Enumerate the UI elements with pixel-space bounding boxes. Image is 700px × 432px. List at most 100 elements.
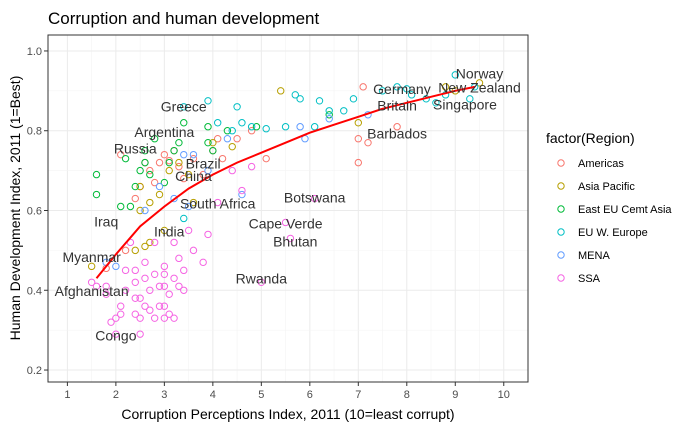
country-label: Iraq bbox=[94, 213, 118, 229]
data-point bbox=[121, 266, 130, 275]
data-point bbox=[281, 123, 290, 131]
data-point bbox=[155, 182, 164, 191]
data-point bbox=[131, 266, 139, 275]
data-point bbox=[155, 302, 164, 310]
data-point bbox=[310, 123, 319, 131]
data-point bbox=[160, 178, 169, 187]
country-label: Cape Verde bbox=[249, 215, 323, 231]
data-point bbox=[233, 103, 241, 111]
data-point bbox=[175, 254, 183, 263]
data-point bbox=[223, 135, 232, 143]
x-tick-label: 7 bbox=[355, 389, 361, 401]
data-point bbox=[199, 258, 207, 267]
data-point bbox=[228, 127, 236, 135]
data-point bbox=[146, 286, 154, 294]
x-tick-label: 4 bbox=[210, 389, 216, 401]
data-point bbox=[325, 107, 333, 115]
data-point bbox=[209, 138, 217, 147]
data-point bbox=[213, 135, 222, 143]
country-label: Barbados bbox=[367, 126, 427, 142]
data-point bbox=[175, 282, 183, 290]
data-point bbox=[121, 154, 130, 163]
legend-key bbox=[557, 274, 565, 282]
data-point bbox=[150, 314, 159, 322]
data-point bbox=[146, 198, 154, 207]
y-axis-ticks: 0.2 0.4 0.6 0.8 1.0 bbox=[27, 46, 48, 377]
y-tick-label: 0.8 bbox=[27, 126, 42, 138]
data-point bbox=[131, 246, 139, 255]
data-point bbox=[117, 202, 125, 211]
plot-frame bbox=[47, 34, 529, 383]
x-tick-label: 8 bbox=[404, 389, 410, 401]
data-point bbox=[155, 282, 164, 290]
data-point bbox=[136, 330, 144, 338]
legend-label: East EU Cemt Asia bbox=[578, 204, 672, 216]
data-point bbox=[165, 156, 173, 165]
data-point bbox=[403, 85, 411, 93]
data-point bbox=[233, 135, 241, 143]
data-point bbox=[340, 107, 348, 115]
data-point bbox=[175, 158, 183, 167]
data-point bbox=[160, 314, 169, 322]
y-tick-label: 1.0 bbox=[27, 46, 42, 58]
data-point bbox=[175, 162, 183, 171]
data-point bbox=[247, 127, 256, 135]
data-point bbox=[180, 286, 188, 294]
data-point bbox=[189, 154, 198, 163]
y-axis-title: Human Development Index, 2011 (1=Best) bbox=[7, 76, 23, 341]
data-point bbox=[146, 238, 154, 247]
data-point bbox=[204, 230, 212, 239]
legend-key bbox=[557, 228, 565, 236]
data-point bbox=[170, 314, 178, 322]
data-point bbox=[354, 158, 363, 167]
data-point bbox=[165, 310, 173, 318]
data-point bbox=[165, 290, 173, 298]
x-tick-label: 5 bbox=[258, 389, 264, 401]
legend-key bbox=[557, 159, 565, 167]
data-point bbox=[364, 138, 372, 147]
data-point bbox=[184, 170, 193, 179]
country-label: Congo bbox=[95, 328, 136, 344]
data-point bbox=[407, 91, 416, 99]
country-label: Myanmar bbox=[62, 249, 121, 265]
legend-label: Americas bbox=[578, 158, 624, 170]
data-point bbox=[378, 87, 387, 95]
y-tick-label: 0.6 bbox=[27, 205, 42, 217]
data-point bbox=[146, 170, 154, 179]
data-point bbox=[199, 170, 207, 179]
data-point bbox=[281, 218, 290, 227]
data-point bbox=[393, 83, 401, 91]
x-tick-label: 3 bbox=[161, 389, 167, 401]
data-point bbox=[165, 166, 173, 175]
country-label: Rwanda bbox=[236, 271, 288, 287]
data-point bbox=[160, 270, 169, 279]
data-point bbox=[112, 262, 120, 271]
data-point bbox=[155, 158, 164, 167]
data-point bbox=[238, 186, 246, 195]
data-point bbox=[112, 314, 120, 322]
data-point bbox=[213, 198, 222, 207]
data-point bbox=[209, 146, 217, 155]
data-point bbox=[184, 202, 193, 211]
data-point bbox=[160, 150, 169, 159]
country-label: Britain bbox=[377, 98, 417, 114]
data-point bbox=[359, 83, 367, 91]
country-label: Greece bbox=[161, 98, 207, 114]
data-point bbox=[155, 190, 164, 199]
data-point bbox=[141, 206, 149, 215]
legend-key bbox=[557, 182, 565, 190]
data-point bbox=[112, 330, 120, 338]
data-point bbox=[141, 242, 149, 251]
country-label: Russia bbox=[114, 141, 157, 157]
data-point bbox=[146, 306, 154, 314]
country-label: South Africa bbox=[180, 196, 256, 212]
x-axis-ticks: 1 2 3 4 5 6 7 8 9 10 bbox=[64, 382, 510, 401]
country-label: China bbox=[175, 168, 212, 184]
data-point bbox=[136, 206, 144, 215]
data-point bbox=[252, 123, 261, 131]
legend-label: MENA bbox=[578, 250, 610, 262]
data-point bbox=[131, 310, 139, 318]
legend-key bbox=[557, 251, 565, 259]
